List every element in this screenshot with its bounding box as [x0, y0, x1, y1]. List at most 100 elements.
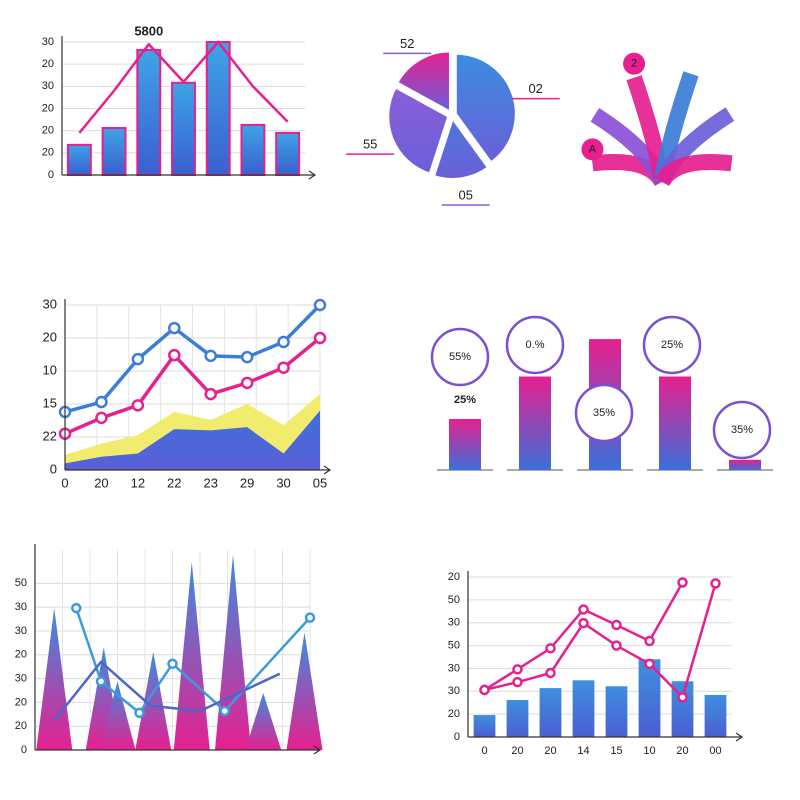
- bubble: [505, 315, 565, 375]
- bubble: [430, 327, 490, 387]
- line-marker: [512, 676, 523, 688]
- bar: [659, 376, 691, 470]
- y-tick-label: 30: [42, 36, 54, 48]
- line-marker: [578, 604, 589, 615]
- line: [64, 303, 322, 414]
- x-tick-label: 22: [167, 475, 181, 490]
- y-tick-label: 20: [15, 720, 27, 732]
- spike: [36, 608, 73, 750]
- bubble: [712, 400, 772, 460]
- bar: [539, 688, 562, 737]
- y-tick-label: 30: [15, 601, 27, 613]
- y-tick-label: 30: [43, 296, 57, 311]
- y-tick-label: 50: [448, 639, 460, 651]
- fan-label: A: [589, 143, 597, 155]
- y-tick-label: 0: [454, 731, 460, 743]
- bar: [171, 81, 196, 176]
- line-marker: [578, 617, 589, 629]
- line-marker: [240, 350, 254, 364]
- line-marker: [95, 676, 107, 687]
- bubble-label: 0.%: [526, 339, 545, 351]
- line-marker: [204, 387, 217, 401]
- x-tick-label: 20: [94, 475, 108, 490]
- bar: [704, 694, 727, 737]
- y-tick-label: 50: [448, 594, 460, 606]
- line-marker: [545, 643, 556, 654]
- y-tick-label: 30: [42, 80, 54, 92]
- y-tick-label: 15: [43, 395, 57, 410]
- y-tick-label: 20: [42, 147, 54, 159]
- line-marker: [168, 348, 181, 362]
- pie-label: 55: [363, 137, 377, 152]
- x-axis-arrow: [323, 465, 332, 475]
- line: [484, 583, 717, 699]
- bubble-label: 35%: [731, 424, 753, 436]
- line-marker: [677, 577, 688, 588]
- pie-slice: [396, 50, 451, 114]
- spike: [245, 692, 282, 750]
- x-tick-label: 10: [643, 745, 655, 757]
- spike: [135, 651, 172, 750]
- bar: [519, 376, 551, 470]
- y-tick-label: 20: [42, 125, 54, 137]
- line: [75, 607, 311, 715]
- line-marker: [240, 376, 254, 390]
- pie-label: 05: [459, 187, 473, 202]
- line-marker: [219, 705, 230, 717]
- pie-label: 52: [400, 36, 414, 51]
- bar: [275, 131, 301, 176]
- pie-slice: [432, 116, 490, 180]
- spike: [215, 554, 251, 750]
- y-tick-label: 20: [448, 708, 460, 720]
- y-tick-label: 30: [448, 617, 460, 629]
- bar: [240, 123, 266, 177]
- line-marker: [204, 349, 217, 363]
- y-tick-label: 0: [50, 461, 57, 476]
- y-tick-label: 0: [48, 169, 54, 181]
- pie-slice: [454, 52, 517, 164]
- y-tick-label: 30: [15, 672, 27, 684]
- bar: [101, 127, 127, 176]
- line: [53, 660, 281, 722]
- y-tick-label: 10: [43, 362, 57, 377]
- line-marker: [304, 612, 316, 623]
- y-tick-label: 20: [15, 696, 27, 708]
- line-marker: [545, 667, 556, 679]
- y-tick-label: 20: [43, 329, 57, 344]
- y-tick-label: 30: [15, 625, 27, 637]
- x-tick-label: 05: [313, 475, 327, 490]
- y-tick-label: 20: [42, 102, 54, 114]
- line-marker: [710, 578, 721, 589]
- y-tick-label: 0: [21, 744, 27, 756]
- bubble-label: 55%: [449, 351, 471, 363]
- x-axis-arrow: [308, 170, 317, 180]
- line-marker: [644, 658, 655, 670]
- y-tick-label: 20: [42, 58, 54, 70]
- spike: [286, 632, 323, 750]
- y-tick-label: 22: [43, 428, 57, 443]
- fan-badge: [581, 138, 604, 161]
- x-axis-arrow: [735, 732, 744, 742]
- bar: [671, 681, 694, 737]
- fan-label: 2: [631, 58, 637, 70]
- line-marker: [479, 684, 490, 696]
- bar: [136, 48, 162, 176]
- line-marker: [512, 664, 523, 675]
- x-axis-arrow: [313, 745, 322, 755]
- line-marker: [277, 361, 290, 374]
- line: [64, 336, 322, 436]
- bubble-label: 25%: [661, 339, 683, 351]
- x-tick-label: 20: [544, 745, 556, 757]
- line-marker: [131, 399, 145, 412]
- bubble: [642, 315, 702, 375]
- line-marker: [134, 707, 145, 719]
- pie-label: 02: [528, 81, 542, 96]
- bubble: [574, 383, 634, 443]
- line-marker: [168, 321, 181, 335]
- x-tick-label: 0: [61, 475, 68, 490]
- annotation: 5800: [134, 23, 163, 38]
- y-tick-label: 20: [448, 571, 460, 583]
- x-tick-label: 20: [676, 745, 688, 757]
